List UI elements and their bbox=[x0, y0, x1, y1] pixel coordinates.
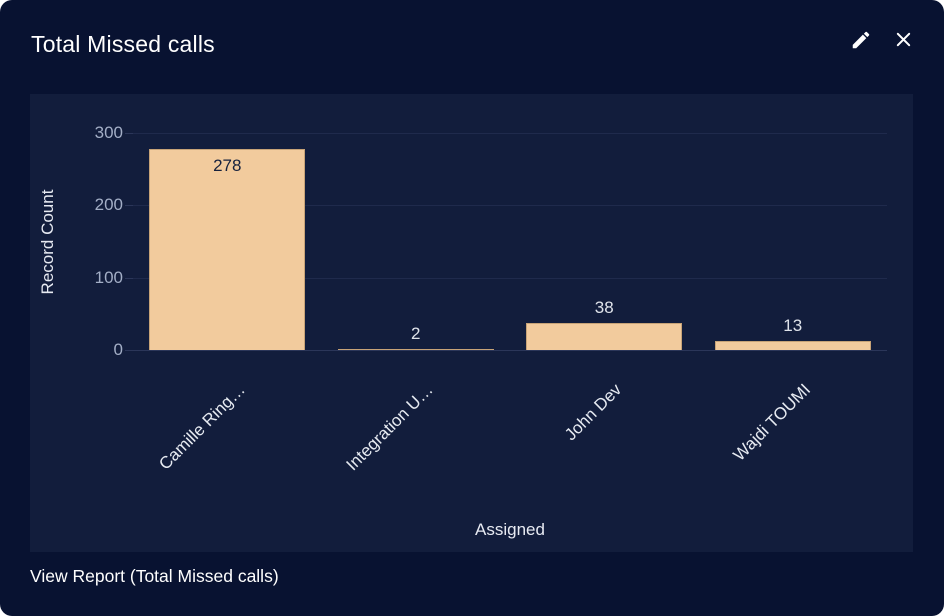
x-category-label-2: John Dev bbox=[561, 380, 626, 445]
y-tick-mark bbox=[125, 277, 133, 279]
edit-widget-button[interactable] bbox=[848, 28, 874, 54]
widget-title: Total Missed calls bbox=[31, 31, 215, 57]
x-category-label-3: Wajdi TOUMI bbox=[729, 380, 815, 465]
bar-3[interactable] bbox=[714, 340, 871, 350]
y-tick-mark bbox=[125, 350, 133, 351]
bar-value-label-1: 2 bbox=[411, 323, 421, 343]
y-tick-label-100: 100 bbox=[94, 267, 123, 287]
widget-header-actions bbox=[848, 28, 916, 54]
y-tick-label-0: 0 bbox=[113, 340, 123, 359]
close-icon bbox=[893, 29, 914, 53]
bar-value-label-3: 13 bbox=[783, 315, 803, 335]
gridline-y-100 bbox=[133, 277, 887, 279]
y-tick-mark bbox=[125, 133, 133, 134]
x-category-label-0: Camille Ring… bbox=[155, 380, 249, 474]
y-tick-label-200: 200 bbox=[94, 195, 123, 215]
gridline-y-300 bbox=[133, 133, 887, 134]
bar-value-label-2: 38 bbox=[594, 297, 614, 317]
x-category-label-1: Integration U… bbox=[342, 380, 438, 475]
bar-1[interactable] bbox=[337, 348, 494, 350]
bar-2[interactable] bbox=[526, 322, 683, 350]
close-widget-button[interactable] bbox=[890, 28, 916, 54]
bar-value-label-0: 278 bbox=[213, 155, 242, 175]
y-axis-title: Record Count bbox=[38, 189, 57, 295]
pencil-icon bbox=[850, 29, 872, 54]
y-tick-label-300: 300 bbox=[94, 123, 123, 142]
gridline-y-200 bbox=[133, 205, 887, 207]
bar-chart: Record Count Assigned 0 100 200 300 278 Camil… bbox=[30, 94, 913, 552]
gridline-y-0 bbox=[133, 350, 887, 351]
y-tick-mark bbox=[125, 205, 133, 207]
bar-0[interactable] bbox=[149, 148, 306, 350]
x-axis-title: Assigned bbox=[475, 520, 545, 539]
view-report-link[interactable]: View Report (Total Missed calls) bbox=[30, 566, 279, 586]
